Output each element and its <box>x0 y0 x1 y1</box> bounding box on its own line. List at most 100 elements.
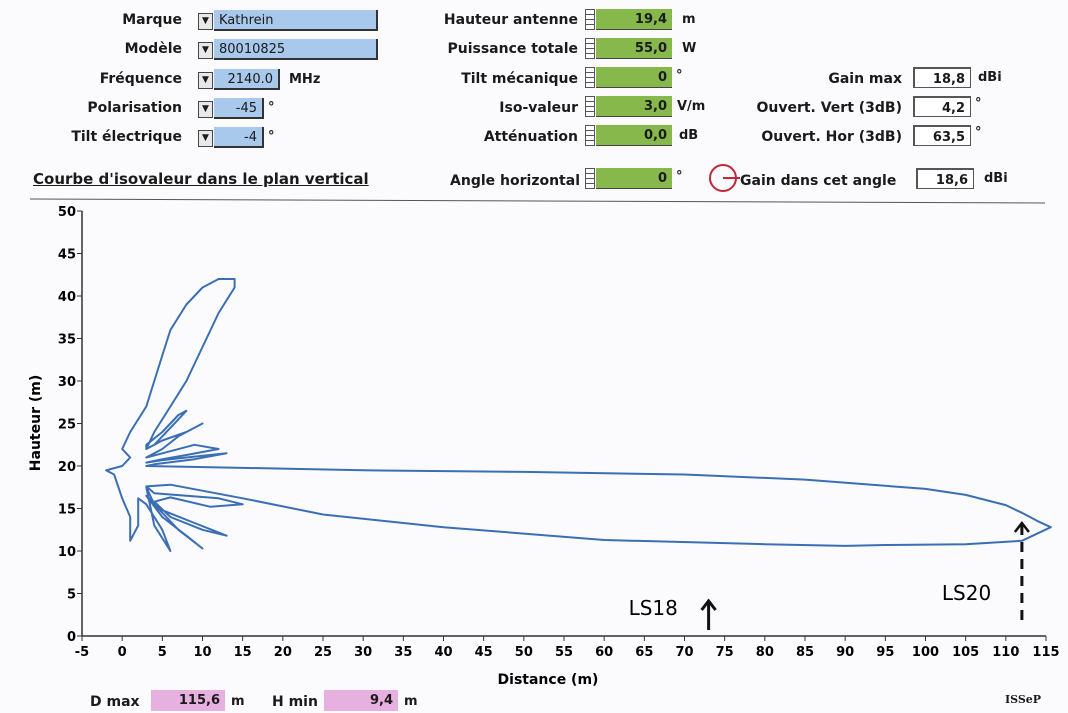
tilt-mecanique-field[interactable]: 0 <box>596 67 672 88</box>
ouvert-vert-field: 4,2 <box>913 96 971 117</box>
x-tick-label: 20 <box>274 645 292 660</box>
x-tick-label: 60 <box>595 645 613 660</box>
tilt-electrique-field[interactable]: -4 <box>214 127 264 148</box>
x-tick-label: 10 <box>193 645 211 660</box>
x-tick-label: 55 <box>555 645 573 660</box>
ls20-arrowhead-icon <box>1013 520 1030 533</box>
stepper-angle-icon[interactable] <box>585 168 595 189</box>
dmax-field: 115,6 <box>151 690 225 711</box>
dropdown-modele-icon[interactable]: ▼ <box>198 42 213 59</box>
gain-max-unit: dBi <box>978 70 1002 85</box>
iso-valeur-field[interactable]: 3,0 <box>596 96 672 117</box>
y-tick-label: 40 <box>58 290 76 305</box>
y-tick-label: 0 <box>67 630 76 645</box>
x-tick-label: 90 <box>836 645 854 660</box>
puissance-unit: W <box>682 41 697 56</box>
ouvert-hor-field: 63,5 <box>913 125 971 146</box>
stepper-puissance-icon[interactable] <box>585 38 595 59</box>
label-hauteur: Hauteur antenne <box>443 12 578 28</box>
ouvert-vert-unit: ° <box>975 96 982 111</box>
x-tick-label: 80 <box>756 645 774 660</box>
label-gain-angle: Gain dans cet angle <box>740 173 897 189</box>
attenuation-field[interactable]: 0,0 <box>596 125 672 146</box>
label-attenuation: Atténuation <box>483 129 578 145</box>
hauteur-field[interactable]: 19,4 <box>596 9 672 30</box>
x-tick-label: 15 <box>234 645 252 660</box>
polarisation-field[interactable]: -45 <box>214 98 264 119</box>
x-axis-label: Distance (m) <box>498 672 599 688</box>
label-puissance: Puissance totale <box>447 41 578 57</box>
x-tick-label: 100 <box>912 645 939 660</box>
hauteur-unit: m <box>682 12 696 27</box>
ouvert-hor-unit: ° <box>975 125 982 140</box>
x-tick-label: 110 <box>992 645 1019 660</box>
x-tick-label: 0 <box>118 645 127 660</box>
label-angle-horizontal: Angle horizontal <box>450 173 580 189</box>
stepper-hauteur-icon[interactable] <box>585 9 595 30</box>
y-tick-label: 5 <box>67 588 76 603</box>
x-tick-label: 35 <box>394 645 412 660</box>
x-tick-label: 45 <box>475 645 493 660</box>
label-iso-valeur: Iso-valeur <box>499 100 578 116</box>
y-axis-label: Hauteur (m) <box>28 375 44 471</box>
x-tick-label: 115 <box>1032 645 1059 660</box>
stepper-tilt-mecanique-icon[interactable] <box>585 67 595 88</box>
label-tilt-electrique: Tilt électrique <box>71 129 182 145</box>
x-tick-label: 25 <box>314 645 332 660</box>
puissance-field[interactable]: 55,0 <box>596 38 672 59</box>
label-hmin: H min <box>272 694 318 710</box>
label-ouvert-vert: Ouvert. Vert (3dB) <box>756 100 902 116</box>
x-tick-label: 50 <box>515 645 533 660</box>
x-tick-label: -5 <box>75 645 89 660</box>
dmax-unit: m <box>231 694 245 709</box>
x-tick-label: 5 <box>158 645 167 660</box>
isovalue-curve-0 <box>105 278 1052 552</box>
angle-horizontal-unit: ° <box>676 169 683 184</box>
iso-valeur-unit: V/m <box>677 99 706 114</box>
x-tick-label: 95 <box>876 645 894 660</box>
tilt-mecanique-unit: ° <box>676 68 683 83</box>
x-tick-label: 40 <box>434 645 452 660</box>
y-tick-label: 30 <box>58 375 76 390</box>
polarisation-unit: ° <box>268 100 275 115</box>
x-tick-label: 70 <box>675 645 693 660</box>
x-tick-label: 65 <box>635 645 653 660</box>
attenuation-unit: dB <box>679 128 699 143</box>
label-polarisation: Polarisation <box>87 100 182 116</box>
y-tick-label: 15 <box>58 503 76 518</box>
stepper-attenuation-icon[interactable] <box>585 125 595 146</box>
y-tick-label: 35 <box>58 333 76 348</box>
dropdown-tilt-electrique-icon[interactable]: ▼ <box>198 130 213 147</box>
annotation-ls18: LS18 <box>629 596 678 620</box>
x-tick-label: 85 <box>796 645 814 660</box>
section-title: Courbe d'isovaleur dans le plan vertical <box>33 170 369 188</box>
label-gain-max: Gain max <box>828 71 902 87</box>
frequence-field[interactable]: 2140.0 <box>214 69 280 90</box>
label-marque: Marque <box>122 12 182 28</box>
dropdown-polarisation-icon[interactable]: ▼ <box>198 101 213 118</box>
issep-logo: ISSeP <box>1005 693 1042 706</box>
gain-max-field: 18,8 <box>913 67 971 88</box>
hmin-unit: m <box>404 694 418 709</box>
y-tick-label: 25 <box>58 418 76 433</box>
label-frequence: Fréquence <box>99 71 182 87</box>
hmin-field: 9,4 <box>324 690 398 711</box>
y-tick-label: 20 <box>58 460 76 475</box>
dropdown-marque-icon[interactable]: ▼ <box>198 13 213 30</box>
label-tilt-mecanique: Tilt mécanique <box>461 71 578 87</box>
modele-field[interactable]: 80010825 <box>214 39 378 60</box>
stepper-iso-valeur-icon[interactable] <box>585 96 595 117</box>
gain-angle-field: 18,6 <box>916 168 974 189</box>
annotation-ls20: LS20 <box>942 581 991 605</box>
y-tick-label: 45 <box>58 248 76 263</box>
tilt-electrique-unit: ° <box>268 129 275 144</box>
y-tick-label: 50 <box>58 205 76 220</box>
dropdown-frequence-icon[interactable]: ▼ <box>198 72 213 89</box>
x-tick-label: 75 <box>716 645 734 660</box>
marque-field[interactable]: Kathrein <box>214 10 378 31</box>
label-ouvert-hor: Ouvert. Hor (3dB) <box>761 129 902 145</box>
gain-angle-unit: dBi <box>984 171 1008 186</box>
x-tick-label: 105 <box>952 645 979 660</box>
angle-horizontal-field[interactable]: 0 <box>596 168 672 189</box>
label-modele: Modèle <box>124 41 182 57</box>
